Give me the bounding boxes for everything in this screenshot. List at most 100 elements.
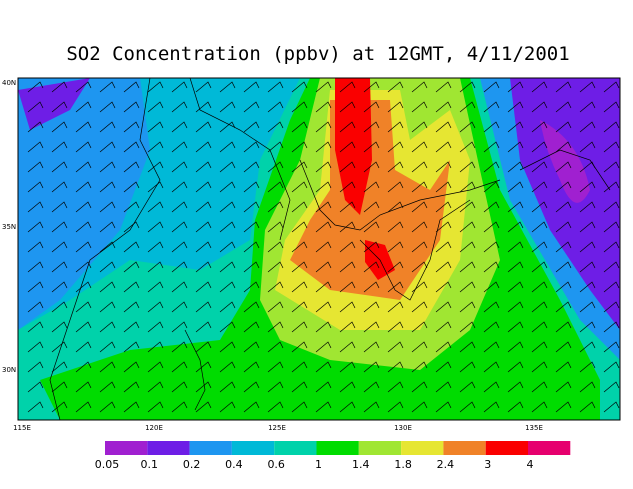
wind-barb (483, 321, 500, 333)
wind-barb (195, 261, 212, 273)
wind-barb (99, 141, 116, 153)
wind-barb (387, 161, 404, 173)
wind-barb (75, 181, 92, 193)
wind-barb (507, 181, 524, 193)
wind-barb (27, 401, 44, 413)
wind-barb (579, 381, 596, 393)
wind-barb (411, 181, 428, 193)
wind-barb (99, 361, 116, 373)
wind-barb (267, 141, 284, 153)
colorbar-label: 1 (315, 458, 322, 471)
wind-barb (315, 341, 332, 353)
wind-barb (243, 261, 260, 273)
wind-barb (75, 261, 92, 273)
wind-barb (195, 181, 212, 193)
wind-barb (507, 101, 524, 113)
colorbar-swatch (401, 441, 444, 455)
wind-barb (75, 381, 92, 393)
wind-barb (291, 141, 308, 153)
wind-barb (339, 281, 356, 293)
wind-barb (315, 361, 332, 373)
wind-barb (531, 121, 548, 133)
wind-barb (531, 201, 548, 213)
wind-barb (147, 321, 164, 333)
wind-barb (531, 321, 548, 333)
wind-barb (387, 301, 404, 313)
wind-barb (147, 121, 164, 133)
wind-barb (267, 241, 284, 253)
wind-barb (363, 141, 380, 153)
wind-barb (483, 361, 500, 373)
wind-barb (483, 201, 500, 213)
wind-barb (75, 141, 92, 153)
wind-barb (147, 261, 164, 273)
wind-barb (483, 101, 500, 113)
wind-barb (243, 221, 260, 233)
colorbar-label: 0.4 (225, 458, 243, 471)
wind-barb (387, 381, 404, 393)
wind-barb (195, 241, 212, 253)
wind-barb (219, 121, 236, 133)
colorbar-swatch (189, 441, 232, 455)
wind-barb (51, 381, 68, 393)
wind-barb (339, 101, 356, 113)
colorbar-label: 0.05 (95, 458, 120, 471)
wind-barb (267, 361, 284, 373)
wind-barb (459, 161, 476, 173)
wind-barb (363, 181, 380, 193)
wind-barb (507, 401, 524, 413)
colorbar-swatch (443, 441, 486, 455)
wind-barb (435, 401, 452, 413)
wind-barb (195, 281, 212, 293)
wind-barb (363, 301, 380, 313)
wind-barb (195, 401, 212, 413)
wind-barb (483, 261, 500, 273)
wind-barb (387, 341, 404, 353)
wind-barb (507, 161, 524, 173)
wind-barb (219, 181, 236, 193)
wind-barb (483, 281, 500, 293)
wind-barb (459, 321, 476, 333)
wind-barb (555, 261, 572, 273)
lon-label: 130E (394, 424, 412, 432)
wind-barb (339, 141, 356, 153)
wind-barb (123, 261, 140, 273)
wind-barb (555, 221, 572, 233)
wind-barb (147, 361, 164, 373)
wind-barb (579, 161, 596, 173)
wind-barb (27, 341, 44, 353)
wind-barb (483, 221, 500, 233)
wind-barb (267, 321, 284, 333)
wind-barb (123, 181, 140, 193)
wind-barb (315, 161, 332, 173)
wind-barb (411, 381, 428, 393)
wind-barb (171, 261, 188, 273)
wind-barb (555, 101, 572, 113)
wind-barb (435, 201, 452, 213)
wind-barb (291, 201, 308, 213)
contour-region (290, 100, 450, 300)
wind-barb (99, 281, 116, 293)
wind-barb (603, 381, 620, 393)
wind-barb (195, 101, 212, 113)
wind-barb (339, 381, 356, 393)
wind-barb (483, 301, 500, 313)
wind-barb (603, 101, 620, 113)
wind-barb (75, 201, 92, 213)
wind-barb (27, 301, 44, 313)
wind-barb (315, 401, 332, 413)
coastline (49, 78, 161, 420)
wind-barb (387, 401, 404, 413)
wind-barb (75, 321, 92, 333)
wind-barb (243, 81, 260, 93)
wind-barb (291, 161, 308, 173)
wind-barb (171, 361, 188, 373)
wind-barb (315, 241, 332, 253)
wind-barb (555, 321, 572, 333)
wind-barb (531, 81, 548, 93)
wind-barb (27, 281, 44, 293)
wind-barb (531, 301, 548, 313)
wind-barb (75, 161, 92, 173)
wind-barb (483, 81, 500, 93)
